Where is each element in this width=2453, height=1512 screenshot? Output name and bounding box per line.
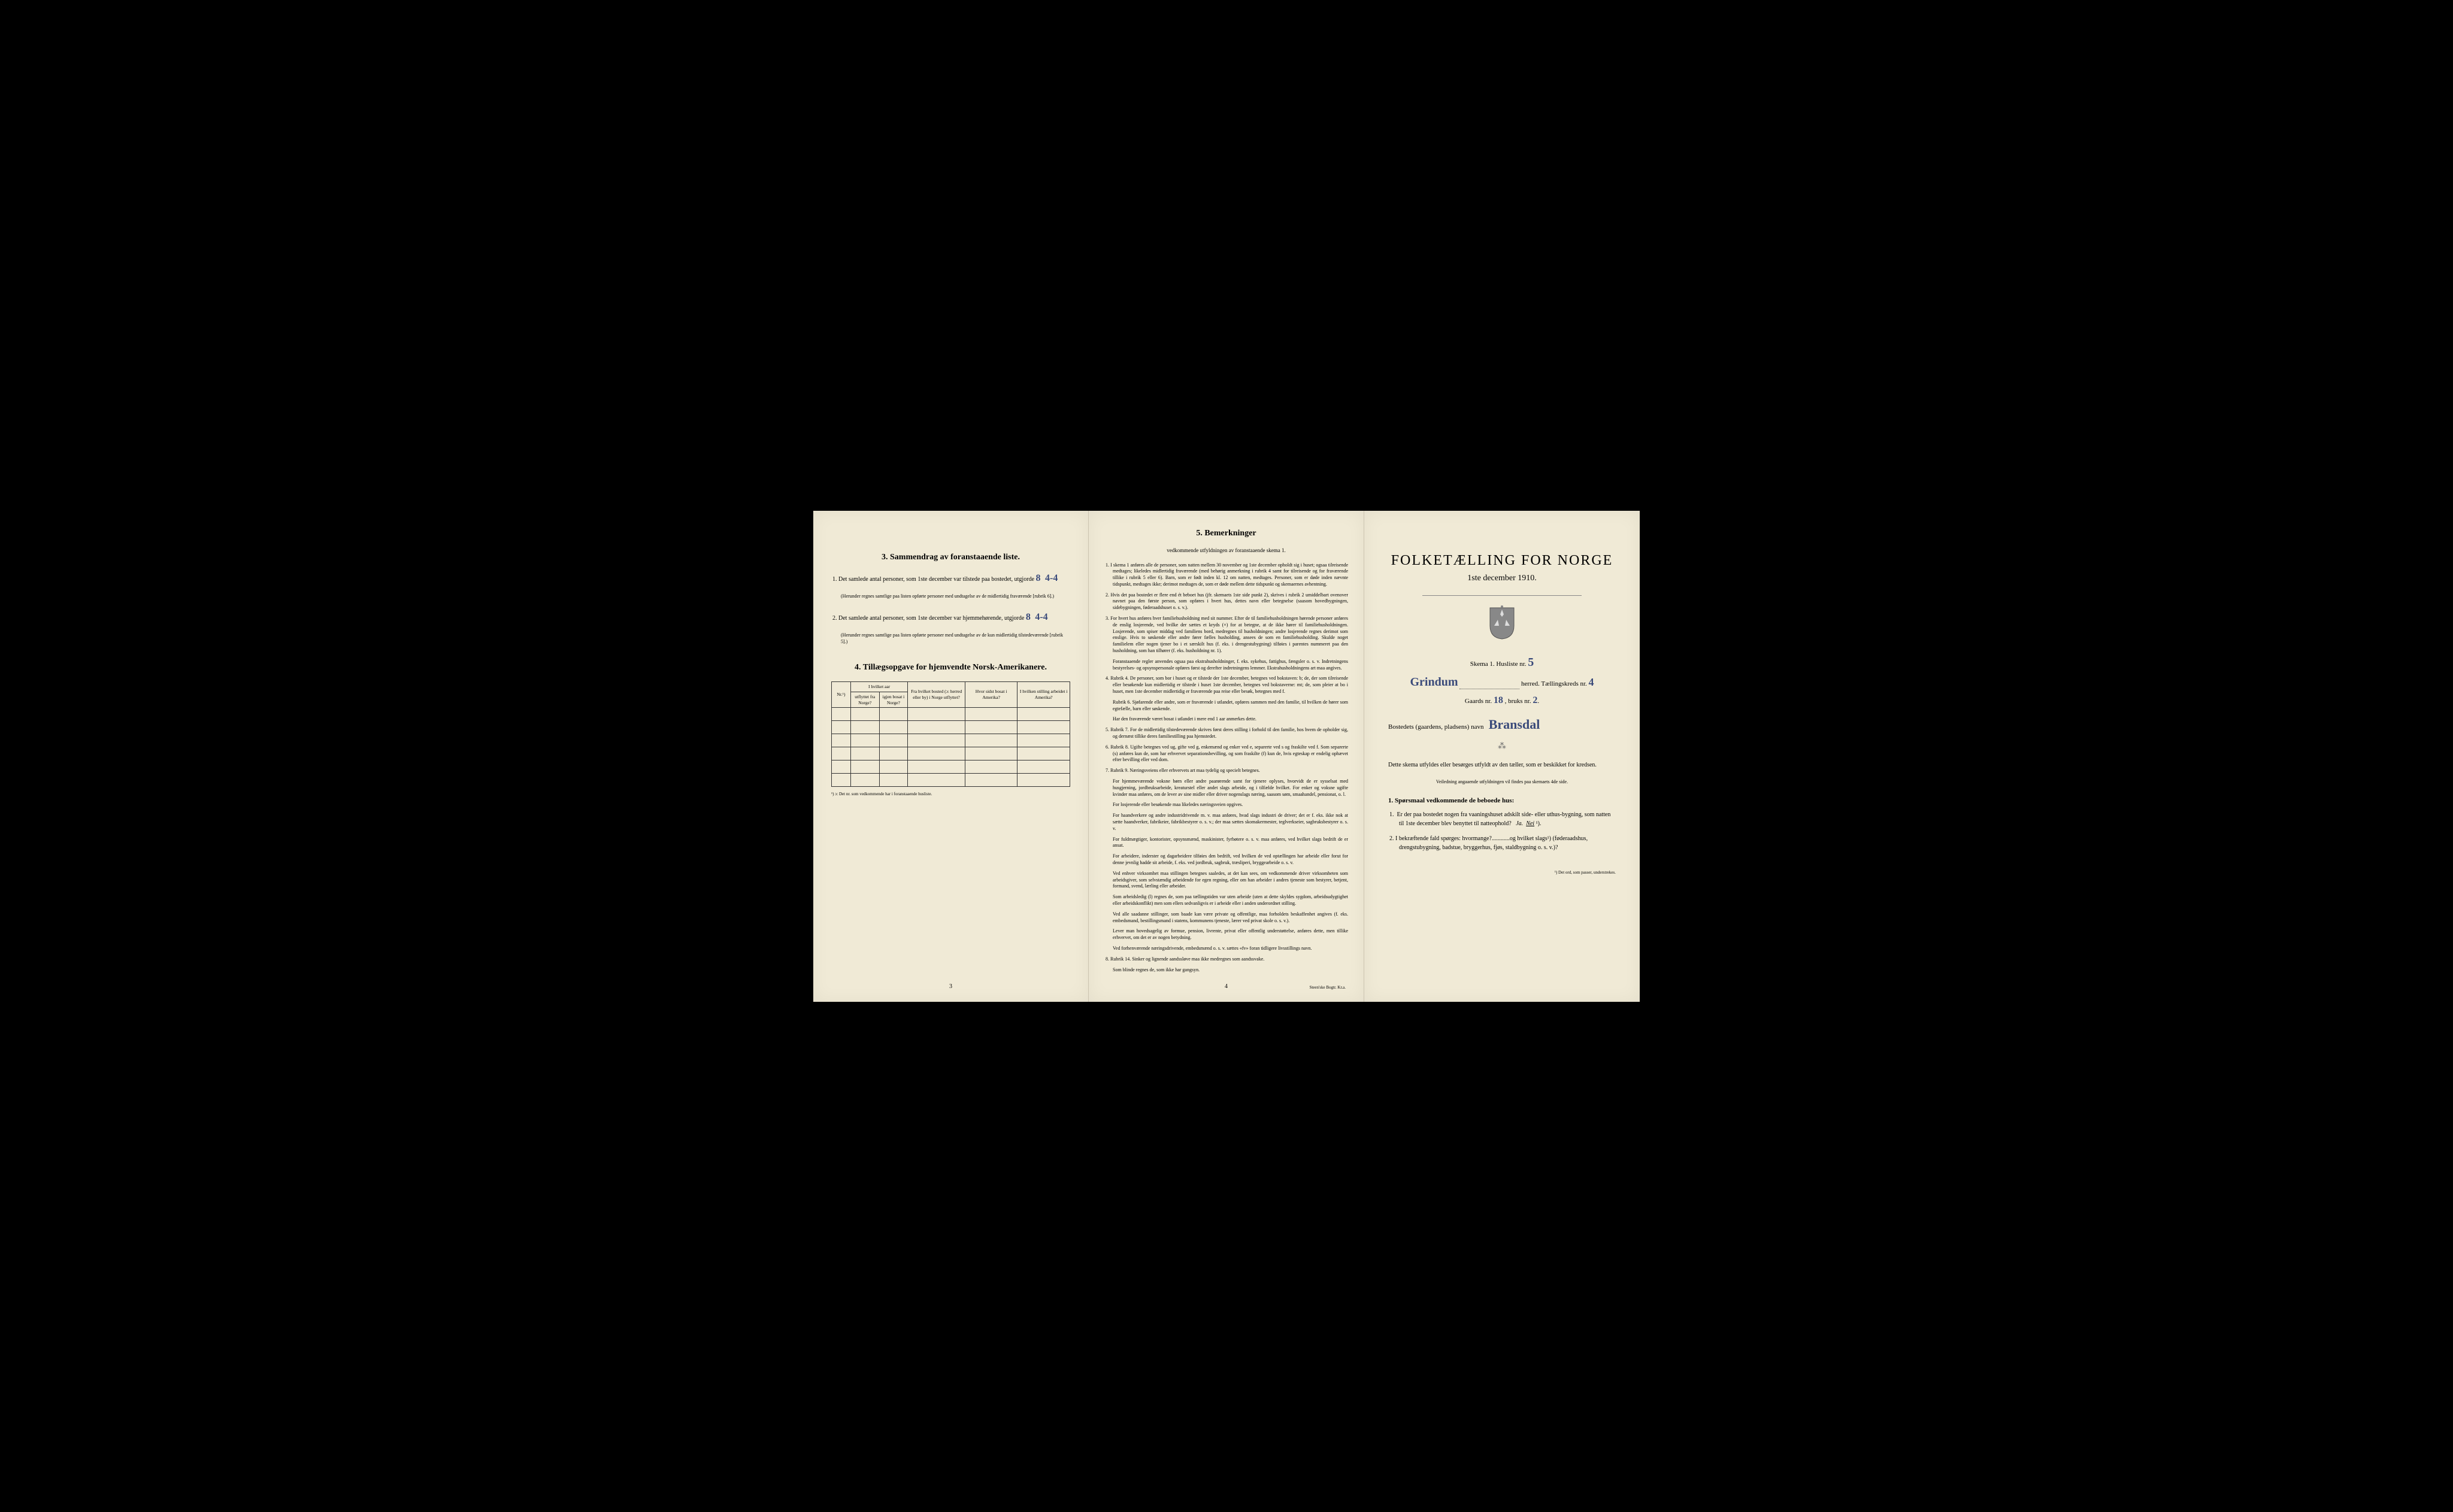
item1-text: 1. Det samlede antal personer, som 1ste …: [832, 576, 1034, 583]
remark-item: Rubrik 6. Sjøfarende eller andre, som er…: [1104, 699, 1348, 713]
section-5-subtitle: vedkommende utfyldningen av foranstaaend…: [1104, 547, 1348, 553]
table-body: [832, 708, 1070, 787]
remark-item: Som arbeidsledig (l) regnes de, som paa …: [1104, 894, 1348, 907]
divider: [1422, 595, 1582, 596]
supplement-table: Nr.¹) I hvilket aar Fra hvilket bosted (…: [831, 681, 1070, 787]
remark-item: 6. Rubrik 8. Ugifte betegnes ved ug, gif…: [1104, 744, 1348, 763]
table-row: [832, 774, 1070, 787]
herred-label: herred. Tællingskreds nr.: [1521, 680, 1587, 687]
item2-text: 2. Det samlede antal personer, som 1ste …: [832, 615, 1024, 622]
instruction-text: Dette skema utfyldes eller besørges utfy…: [1388, 760, 1616, 769]
gaards-label: Gaards nr.: [1465, 698, 1492, 705]
printer-credit: Steen'ske Bogtr. Kr.a.: [1309, 985, 1346, 990]
item1-value: 8: [1035, 573, 1040, 583]
right-footnote: ¹) Det ord, som passer, understrekes.: [1388, 870, 1616, 875]
herred-value: Grindum: [1410, 675, 1458, 689]
table-row: [832, 721, 1070, 734]
bosted-line: Bostedets (gaardens, pladsens) navn Bran…: [1388, 717, 1616, 732]
question-1: 1. Er der paa bostedet nogen fra vaaning…: [1388, 810, 1616, 828]
herred-line: Grindum herred. Tællingskreds nr. 4: [1388, 675, 1616, 689]
coat-of-arms-icon: [1487, 605, 1517, 641]
th-emigrated: utflyttet fra Norge?: [850, 692, 879, 708]
remarks-list: 1. I skema 1 anføres alle de personer, s…: [1104, 562, 1348, 974]
q1-answer: Nei: [1526, 820, 1534, 827]
table-row: [832, 747, 1070, 760]
table-row: [832, 760, 1070, 774]
remark-item: 2. Hvis det paa bostedet er flere end ét…: [1104, 592, 1348, 611]
item2-value: 8: [1026, 612, 1031, 622]
bruks-label: , bruks nr.: [1505, 698, 1531, 705]
husliste-nr: 5: [1528, 656, 1534, 669]
bosted-value: Bransdal: [1489, 717, 1540, 732]
remark-item: 7. Rubrik 9. Næringsveiens eller erhverv…: [1104, 768, 1348, 774]
main-title: FOLKETÆLLING FOR NORGE: [1388, 553, 1616, 569]
table-row: [832, 734, 1070, 747]
kreds-value: 4: [1589, 676, 1594, 688]
section-3-title: 3. Sammendrag av foranstaaende liste.: [831, 553, 1070, 562]
remark-item: For haandverkere og andre industridriven…: [1104, 813, 1348, 832]
remark-item: 3. For hvert hus anføres hver familiehus…: [1104, 616, 1348, 655]
page-number-4: 4: [1225, 983, 1228, 990]
gaards-line: Gaards nr. 18 , bruks nr. 2.: [1388, 695, 1616, 706]
instruction-sub: Veiledning angaaende utfyldningen vil fi…: [1388, 778, 1616, 785]
remark-item: For hjemmeværende voksne børn eller andr…: [1104, 778, 1348, 798]
summary-item-1: 1. Det samlede antal personer, som 1ste …: [831, 571, 1070, 586]
th-year-group: I hvilket aar: [850, 682, 908, 692]
page-1-cover: FOLKETÆLLING FOR NORGE 1ste december 191…: [1364, 511, 1640, 1002]
th-nr: Nr.¹): [832, 682, 851, 708]
item2-note: (Herunder regnes samtlige paa listen opf…: [831, 632, 1070, 645]
item2-extra: 4-4: [1035, 612, 1047, 622]
question-2: 2. I bekræftende fald spørges: hvormange…: [1388, 834, 1616, 852]
th-position: I hvilken stilling arbeidet i Amerika?: [1017, 682, 1070, 708]
page-3: 3. Sammendrag av foranstaaende liste. 1.…: [813, 511, 1089, 1002]
remark-item: Foranstaaende regler anvendes ogsaa paa …: [1104, 659, 1348, 672]
ornament-icon: ⁂: [1388, 741, 1616, 752]
document-spread: 3. Sammendrag av foranstaaende liste. 1.…: [813, 511, 1640, 1002]
section-5-title: 5. Bemerkninger: [1104, 529, 1348, 538]
schema-label: Skema 1. Husliste nr.: [1470, 660, 1527, 668]
th-where: Hvor sidst bosat i Amerika?: [965, 682, 1017, 708]
remark-item: 5. Rubrik 7. For de midlertidig tilstede…: [1104, 727, 1348, 740]
remark-item: 8. Rubrik 14. Sinker og lignende aandssl…: [1104, 956, 1348, 963]
remark-item: For fuldmægtiger, kontorister, opsynsmæn…: [1104, 837, 1348, 850]
schema-line: Skema 1. Husliste nr. 5: [1388, 656, 1616, 669]
table-footnote: ¹) ɔ: Det nr. som vedkommende har i fora…: [831, 792, 1070, 796]
remark-item: For losjerende eller besøkende maa likel…: [1104, 802, 1348, 808]
bruks-value: 2: [1533, 695, 1537, 705]
remark-item: 4. Rubrik 4. De personer, som bor i huse…: [1104, 675, 1348, 695]
section-4-title: 4. Tillægsopgave for hjemvendte Norsk-Am…: [831, 663, 1070, 672]
summary-item-2: 2. Det samlede antal personer, som 1ste …: [831, 610, 1070, 625]
remark-item: Ved alle saadanne stillinger, som baade …: [1104, 911, 1348, 925]
remark-item: Ved enhver virksomhet maa stillingen bet…: [1104, 871, 1348, 890]
page-number-3: 3: [949, 983, 952, 990]
remark-item: Lever man hovedsagelig av formue, pensio…: [1104, 928, 1348, 941]
remark-item: Som blinde regnes de, som ikke har gangs…: [1104, 967, 1348, 974]
question-heading: 1. Spørsmaal vedkommende de beboede hus:: [1388, 797, 1616, 804]
table-row: [832, 708, 1070, 721]
bosted-label: Bostedets (gaardens, pladsens) navn: [1388, 723, 1483, 731]
item1-extra: 4-4: [1045, 573, 1058, 583]
census-date: 1ste december 1910.: [1388, 574, 1616, 583]
th-returned: igjen bosat i Norge?: [879, 692, 908, 708]
page-4: 5. Bemerkninger vedkommende utfyldningen…: [1089, 511, 1364, 1002]
item1-note: (Herunder regnes samtlige paa listen opf…: [831, 593, 1070, 599]
remark-item: Ved forhenværende næringsdrivende, embed…: [1104, 946, 1348, 952]
remark-item: For arbeidere, inderster og dagarbeidere…: [1104, 853, 1348, 866]
gaards-value: 18: [1494, 695, 1503, 705]
th-from: Fra hvilket bosted (ɔ: herred eller by) …: [908, 682, 965, 708]
remark-item: Har den fraværende været bosat i utlande…: [1104, 716, 1348, 723]
remark-item: 1. I skema 1 anføres alle de personer, s…: [1104, 562, 1348, 588]
